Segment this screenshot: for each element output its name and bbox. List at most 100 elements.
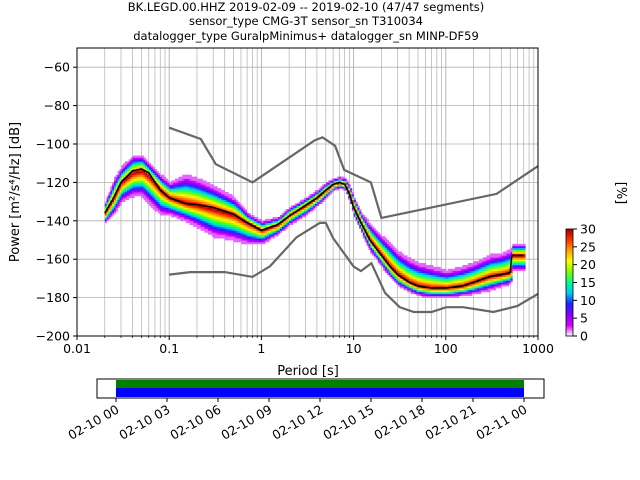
heatmap-cell: [409, 259, 412, 262]
heatmap-cell: [215, 234, 218, 237]
heatmap-cell: [497, 276, 500, 279]
heatmap-cell: [392, 263, 395, 266]
heatmap-cell: [163, 184, 167, 187]
heatmap-cell: [193, 182, 196, 185]
heatmap-cell: [132, 157, 135, 160]
heatmap-cell: [169, 182, 172, 185]
heatmap-cell: [497, 270, 500, 274]
heatmap-cell: [176, 211, 179, 214]
heatmap-cell: [436, 284, 439, 287]
heatmap-cell: [176, 216, 179, 220]
heatmap-cell: [405, 276, 408, 279]
heatmap-cell: [388, 243, 391, 247]
heatmap-cell: [250, 238, 253, 241]
heatmap-cell: [231, 228, 235, 231]
heatmap-cell: [420, 264, 423, 268]
heatmap-cell: [471, 289, 474, 293]
heatmap-cell: [412, 288, 415, 291]
heatmap-cell: [290, 216, 294, 220]
heatmap-cell: [497, 255, 500, 258]
heatmap-cell: [475, 284, 478, 287]
heatmap-cell: [208, 228, 211, 231]
heatmap-cell: [243, 226, 246, 229]
heatmap-cell: [486, 278, 489, 281]
heatmap-cell: [163, 180, 167, 183]
heatmap-cell: [145, 180, 148, 183]
heatmap-cell: [145, 184, 148, 187]
heatmap-cell: [503, 266, 506, 270]
heatmap-cell: [490, 261, 493, 264]
heatmap-cell: [353, 205, 356, 208]
heatmap-cell: [198, 215, 202, 218]
heatmap-cell: [421, 276, 425, 279]
heatmap-cell: [420, 289, 423, 293]
heatmap-cell: [193, 213, 196, 216]
heatmap-cell: [250, 220, 253, 224]
heatmap-cell: [392, 278, 395, 281]
heatmap-cell: [409, 274, 412, 277]
heatmap-cell: [296, 203, 299, 206]
heatmap-cell: [460, 268, 463, 272]
heatmap-cell: [219, 192, 222, 195]
heatmap-cell: [442, 268, 445, 272]
heatmap-cell: [147, 178, 150, 181]
heatmap-cell: [440, 268, 443, 272]
heatmap-cell: [165, 197, 168, 201]
heatmap-cell: [456, 288, 460, 291]
heatmap-cell: [128, 174, 131, 178]
heatmap-cell: [158, 207, 161, 210]
heatmap-cell: [407, 282, 410, 285]
heatmap-cell: [362, 215, 366, 218]
heatmap-cell: [149, 195, 152, 199]
heatmap-cell: [276, 232, 279, 235]
heatmap-cell: [429, 289, 432, 293]
heatmap-cell: [517, 247, 521, 250]
heatmap-cell: [348, 197, 351, 201]
heatmap-cell: [381, 263, 384, 266]
heatmap-cell: [504, 270, 508, 274]
heatmap-cell: [147, 176, 150, 179]
heatmap-cell: [385, 255, 388, 258]
heatmap-cell: [208, 190, 211, 193]
heatmap-cell: [119, 184, 122, 187]
heatmap-cell: [503, 284, 506, 287]
heatmap-cell: [455, 288, 458, 291]
heatmap-cell: [314, 192, 318, 195]
heatmap-cell: [222, 193, 226, 197]
heatmap-cell: [147, 184, 150, 187]
heatmap-cell: [257, 218, 261, 222]
heatmap-cell: [477, 264, 480, 268]
heatmap-cell: [206, 228, 209, 231]
heatmap-cell: [123, 163, 126, 166]
heatmap-cell: [403, 257, 406, 260]
heatmap-cell: [283, 211, 286, 214]
heatmap-cell: [189, 205, 192, 208]
heatmap-cell: [230, 230, 233, 233]
heatmap-cell: [523, 261, 526, 264]
heatmap-cell: [200, 213, 203, 216]
heatmap-cell: [239, 228, 242, 231]
heatmap-cell: [324, 184, 327, 187]
heatmap-cell: [508, 253, 511, 256]
heatmap-cell: [403, 288, 406, 291]
heatmap-cell: [241, 240, 244, 243]
heatmap-cell: [213, 232, 216, 235]
heatmap-cell: [257, 236, 261, 239]
heatmap-cell: [208, 224, 211, 227]
heatmap-cell: [230, 224, 233, 227]
heatmap-cell: [416, 276, 419, 279]
heatmap-cell: [150, 192, 154, 195]
heatmap-cell: [375, 251, 379, 254]
heatmap-cell: [154, 174, 157, 178]
heatmap-cell: [154, 188, 157, 191]
heatmap-cell: [477, 266, 480, 270]
heatmap-cell: [501, 270, 504, 274]
heatmap-cell: [495, 261, 498, 264]
heatmap-cell: [176, 213, 179, 216]
heatmap-cell: [176, 186, 179, 189]
heatmap-cell: [178, 180, 181, 183]
heatmap-cell: [431, 295, 434, 298]
heatmap-cell: [189, 207, 192, 210]
heatmap-cell: [508, 266, 511, 270]
heatmap-cell: [115, 186, 119, 189]
